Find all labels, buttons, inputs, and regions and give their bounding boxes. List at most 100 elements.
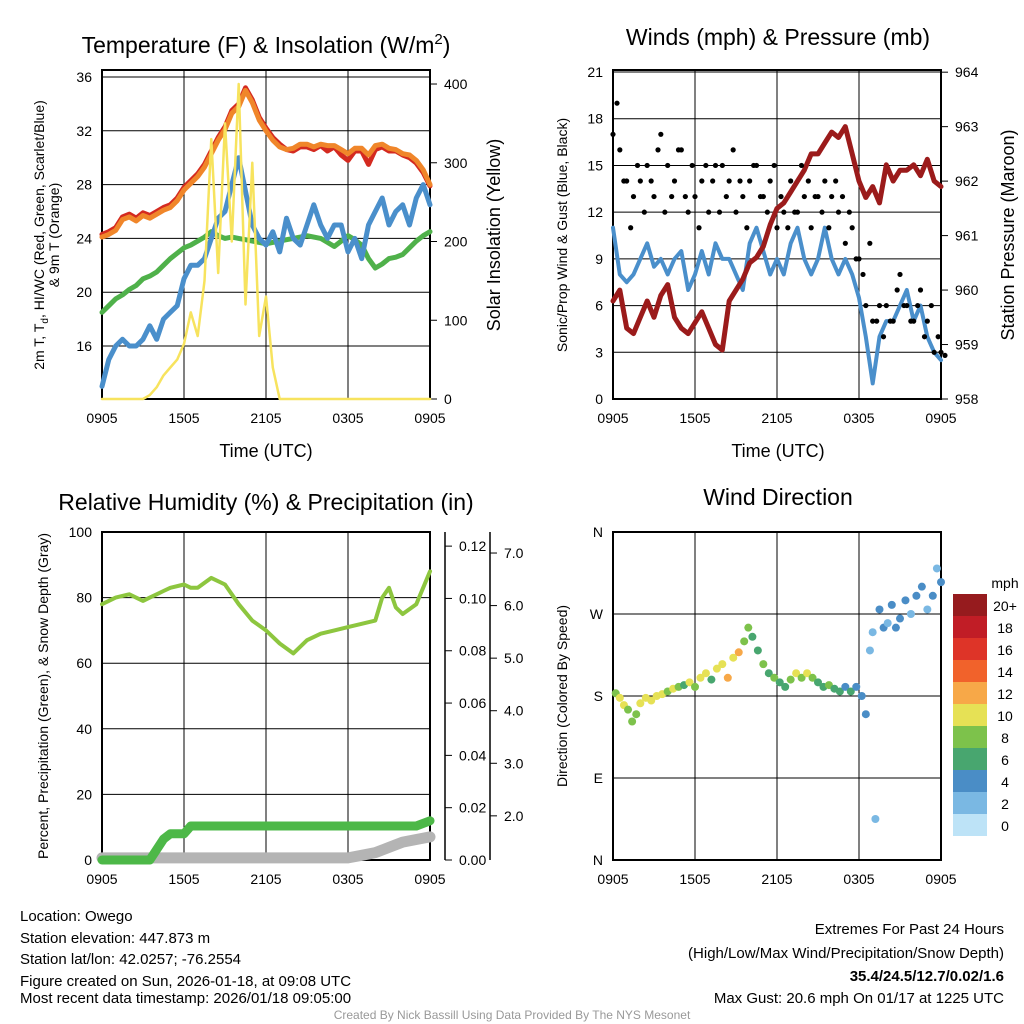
pressure-ylabel: Station Pressure (Maroon)	[998, 129, 1018, 340]
x-tick-label: 2105	[761, 871, 792, 887]
elevation: Station elevation: 447.873 m	[20, 930, 210, 947]
gust-point	[740, 193, 746, 200]
snow-tick-label: 5.0	[504, 650, 524, 666]
direction-point	[912, 591, 921, 600]
direction-point	[932, 564, 941, 573]
y-tick-label: 60	[76, 655, 92, 671]
gust-point	[685, 209, 691, 215]
extremes-values: 35.4/24.5/12.7/0.02/1.6	[850, 968, 1004, 985]
gust-point	[712, 162, 719, 169]
gust-point	[764, 209, 770, 215]
temperature-ylabel-line1: 2m T, Td, HI/WC (Red, Green, Scarlet/Blu…	[31, 100, 51, 370]
gust-point	[658, 131, 664, 137]
snow-tick-label: 6.0	[504, 598, 524, 614]
temperature-title: Temperature (F) & Insolation (W/m2)	[82, 31, 451, 58]
gust-point	[630, 193, 637, 200]
gust-point	[808, 225, 814, 231]
x-tick-label: 2105	[250, 410, 281, 426]
y-tick-label: 0	[595, 391, 603, 407]
precip-tick-label: 0.08	[459, 643, 486, 659]
gust-point	[846, 209, 852, 215]
gust-point	[931, 349, 937, 355]
x-tick-label: 0905	[925, 410, 956, 426]
direction-point	[852, 682, 861, 691]
gust-point	[788, 178, 794, 184]
pressure-tick-label: 962	[955, 173, 979, 189]
wind-direction-panel: 0905 1505 2105 0305 0905 N E S W N	[590, 524, 957, 887]
gust-point	[751, 162, 757, 169]
direction-point	[846, 687, 855, 696]
x-tick-label: 0305	[843, 410, 874, 426]
legend-label: 6	[1001, 752, 1009, 768]
x-tick-label: 0905	[597, 871, 628, 887]
direction-point	[841, 682, 850, 691]
y-tick-label: 18	[587, 111, 603, 127]
direction-point	[861, 710, 870, 719]
gust-point	[737, 178, 743, 184]
direction-point	[712, 664, 721, 673]
snow-tick-label: 7.0	[504, 545, 524, 561]
gust-point	[774, 225, 780, 231]
gust-point	[897, 271, 903, 278]
legend-swatch	[953, 682, 987, 704]
9m-t-line	[99, 87, 433, 240]
snow-tick-label: 3.0	[504, 755, 524, 771]
solar-tick-label: 0	[444, 391, 452, 407]
direction-point	[636, 699, 645, 708]
x-tick-label: 0905	[414, 410, 445, 426]
x-tick-label: 0905	[86, 871, 117, 887]
gust-point	[822, 178, 828, 184]
legend-swatch	[953, 726, 987, 748]
legend-label: 0	[1001, 818, 1009, 834]
gust-point	[880, 334, 887, 340]
direction-point	[615, 693, 624, 702]
legend-label: 20+	[993, 598, 1017, 614]
precip-tick-label: 0.06	[459, 695, 486, 711]
temperature-panel: 0905 1505 2105 0305 0905 16 20 24 28 32 36 0 100 200 3…	[76, 69, 467, 426]
y-tick-label: 6	[595, 298, 603, 314]
gust-point	[829, 193, 835, 200]
gust-point	[942, 352, 948, 359]
gust-point	[757, 193, 764, 200]
winds-xlabel: Time (UTC)	[731, 441, 824, 461]
solar-line	[100, 82, 432, 401]
solar-ylabel: Solar Insolation (Yellow)	[484, 139, 504, 331]
gust-point	[621, 178, 627, 184]
direction-point	[875, 605, 884, 614]
gust-point	[835, 209, 842, 215]
pressure-tick-label: 960	[955, 282, 979, 298]
location: Location: Owego	[20, 908, 133, 925]
legend-label: 18	[997, 620, 1013, 636]
wc-line	[99, 155, 433, 389]
direction-point	[734, 648, 743, 657]
gust-point	[867, 240, 873, 246]
gust-point	[669, 193, 675, 200]
gust-point	[675, 147, 682, 153]
humidity-panel: 0905 1505 2105 0305 0905 0 20 40 60 80 100 0.00 0.02…	[69, 524, 524, 887]
gust-point	[924, 318, 930, 324]
legend-label: 14	[997, 664, 1013, 680]
wind-direction-title: Wind Direction	[703, 484, 853, 510]
gust-point	[733, 209, 739, 215]
precip-tick-label: 0.00	[459, 852, 486, 868]
gust-point	[874, 318, 880, 324]
x-tick-label: 1505	[168, 871, 199, 887]
winds-title: Winds (mph) & Pressure (mb)	[626, 24, 930, 50]
y-tick-label: S	[594, 688, 603, 704]
direction-point	[696, 673, 705, 682]
gust-point	[870, 318, 876, 324]
gust-point	[665, 162, 671, 169]
lat-lon: Station lat/lon: 42.0257; -76.2554	[20, 951, 241, 968]
legend-title: mph	[991, 575, 1018, 591]
gust-point	[778, 193, 784, 200]
direction-point	[718, 660, 727, 669]
gust-point	[610, 131, 616, 137]
y-tick-label: 36	[76, 69, 92, 85]
gust-point	[617, 147, 623, 153]
x-tick-label: 0905	[597, 410, 628, 426]
direction-point	[792, 669, 801, 678]
direction-point	[937, 578, 945, 587]
gust-point	[689, 162, 695, 169]
x-tick-label: 2105	[250, 871, 281, 887]
